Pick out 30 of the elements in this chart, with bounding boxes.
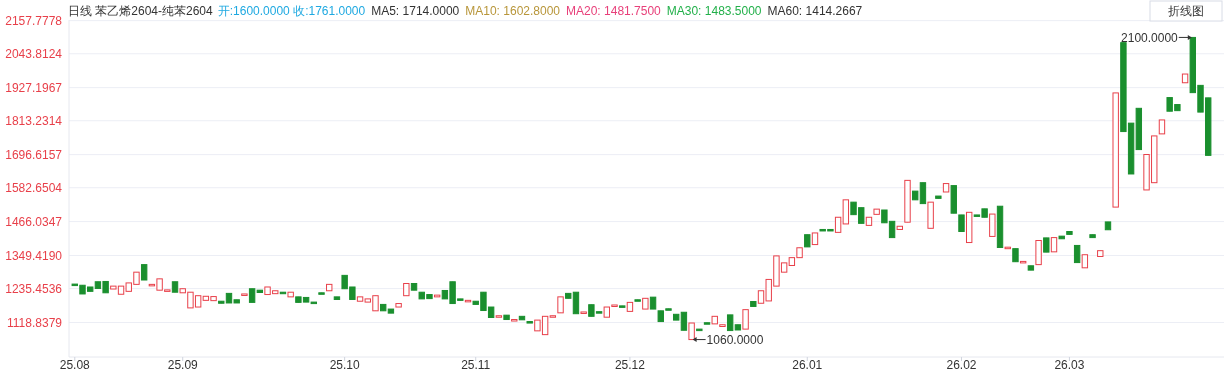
- y-tick-label: 1349.4190: [5, 248, 63, 263]
- chart-type-button: 折线图: [1149, 0, 1223, 22]
- x-tick-label: 26.02: [946, 358, 977, 372]
- text: MA10: 1602.8000: [465, 4, 561, 18]
- y-tick-label: 2157.7778: [5, 13, 63, 28]
- y-tick-label: 1813.2314: [5, 113, 63, 128]
- x-tick-label: 25.09: [167, 358, 199, 372]
- candlestick: [989, 213, 996, 237]
- x-tick-label: 26.03: [1054, 358, 1085, 372]
- annotation: 2100.0000: [1121, 30, 1179, 45]
- y-tick-label: 1235.4536: [5, 281, 63, 296]
- x-tick-label: 25.12: [614, 358, 646, 372]
- annotation: 1060.0000: [706, 332, 764, 347]
- text: MA20: 1481.7500: [566, 4, 662, 18]
- chart-title: 日线 苯乙烯2604-纯苯2604: [68, 4, 214, 18]
- text: MA5: 1714.0000: [371, 4, 460, 18]
- x-tick-label: 25.11: [461, 358, 491, 372]
- text: 开:1600.0000 收:1761.0000: [217, 4, 366, 18]
- candlestick: [742, 309, 749, 330]
- y-tick-label: 1466.0347: [5, 214, 63, 229]
- y-tick-label: 1927.1967: [5, 80, 63, 95]
- text: MA60: 1414.2667: [767, 4, 863, 18]
- x-tick-label: 25.10: [329, 358, 360, 372]
- text: MA30: 1483.5000: [666, 4, 762, 18]
- y-tick-label: 2043.8124: [5, 46, 63, 61]
- x-tick-label: 25.08: [59, 358, 91, 372]
- x-tick-label: 26.01: [792, 358, 823, 372]
- y-tick-label: 1582.6504: [5, 180, 63, 195]
- y-tick-label: 1118.8379: [7, 315, 63, 330]
- y-tick-label: 1696.6157: [5, 147, 63, 162]
